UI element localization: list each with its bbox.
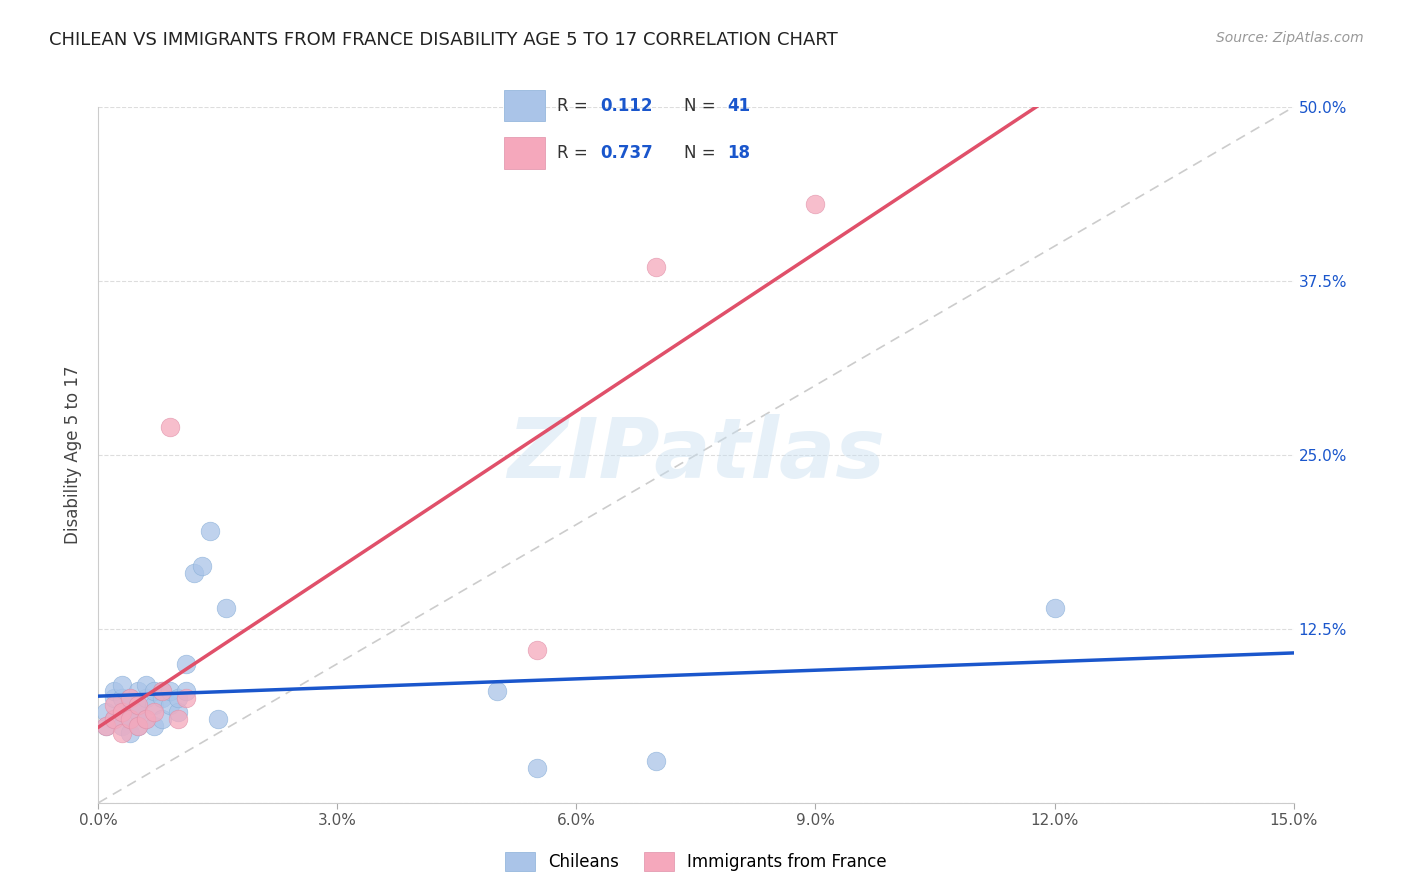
Point [120, 726, 142, 740]
Point [135, 712, 157, 726]
Point [174, 657, 197, 671]
Point [103, 712, 125, 726]
Point [215, 601, 238, 615]
Point [485, 684, 508, 698]
Point [111, 706, 134, 720]
Legend: Chileans, Immigrants from France: Chileans, Immigrants from France [498, 846, 894, 878]
Point [120, 712, 142, 726]
Point [135, 691, 157, 706]
Point [174, 691, 197, 706]
Point [645, 260, 668, 274]
Point [143, 684, 166, 698]
Point [207, 712, 229, 726]
Point [150, 684, 173, 698]
Point [127, 719, 149, 733]
Point [111, 706, 134, 720]
Point [103, 691, 125, 706]
Point [103, 698, 125, 713]
Point [111, 677, 134, 691]
Point [143, 698, 166, 713]
Point [143, 706, 166, 720]
Point [96, 719, 118, 733]
Text: R =: R = [557, 144, 593, 161]
Point [111, 719, 134, 733]
Point [127, 706, 149, 720]
Text: ZIPatlas: ZIPatlas [508, 415, 884, 495]
Point [159, 684, 181, 698]
Point [96, 706, 118, 720]
Text: 41: 41 [727, 97, 751, 115]
Point [167, 706, 190, 720]
Point [191, 559, 214, 574]
Point [526, 761, 548, 775]
Text: 0.737: 0.737 [600, 144, 654, 161]
Text: R =: R = [557, 97, 593, 115]
Point [1043, 601, 1066, 615]
Point [127, 719, 149, 733]
Point [120, 698, 142, 713]
Point [143, 719, 166, 733]
Point [174, 684, 197, 698]
Point [150, 691, 173, 706]
FancyBboxPatch shape [505, 90, 544, 121]
Point [103, 684, 125, 698]
Text: N =: N = [683, 144, 721, 161]
Text: N =: N = [683, 97, 721, 115]
Point [111, 691, 134, 706]
Text: 18: 18 [727, 144, 751, 161]
Point [120, 691, 142, 706]
Point [167, 712, 190, 726]
Point [120, 691, 142, 706]
Point [127, 698, 149, 713]
Point [150, 684, 173, 698]
FancyBboxPatch shape [505, 137, 544, 169]
Point [167, 691, 190, 706]
Point [96, 719, 118, 733]
Point [111, 726, 134, 740]
Point [127, 684, 149, 698]
Point [645, 754, 668, 768]
Point [526, 642, 548, 657]
Point [183, 566, 205, 581]
Point [135, 677, 157, 691]
Point [135, 712, 157, 726]
Point [127, 698, 149, 713]
Text: 0.112: 0.112 [600, 97, 652, 115]
Point [120, 712, 142, 726]
Text: CHILEAN VS IMMIGRANTS FROM FRANCE DISABILITY AGE 5 TO 17 CORRELATION CHART: CHILEAN VS IMMIGRANTS FROM FRANCE DISABI… [49, 31, 838, 49]
Y-axis label: Disability Age 5 to 17: Disability Age 5 to 17 [65, 366, 83, 544]
Point [159, 698, 181, 713]
Text: Source: ZipAtlas.com: Source: ZipAtlas.com [1216, 31, 1364, 45]
Point [198, 524, 221, 539]
Point [159, 420, 181, 434]
Point [103, 712, 125, 726]
Point [150, 712, 173, 726]
Point [804, 197, 827, 211]
